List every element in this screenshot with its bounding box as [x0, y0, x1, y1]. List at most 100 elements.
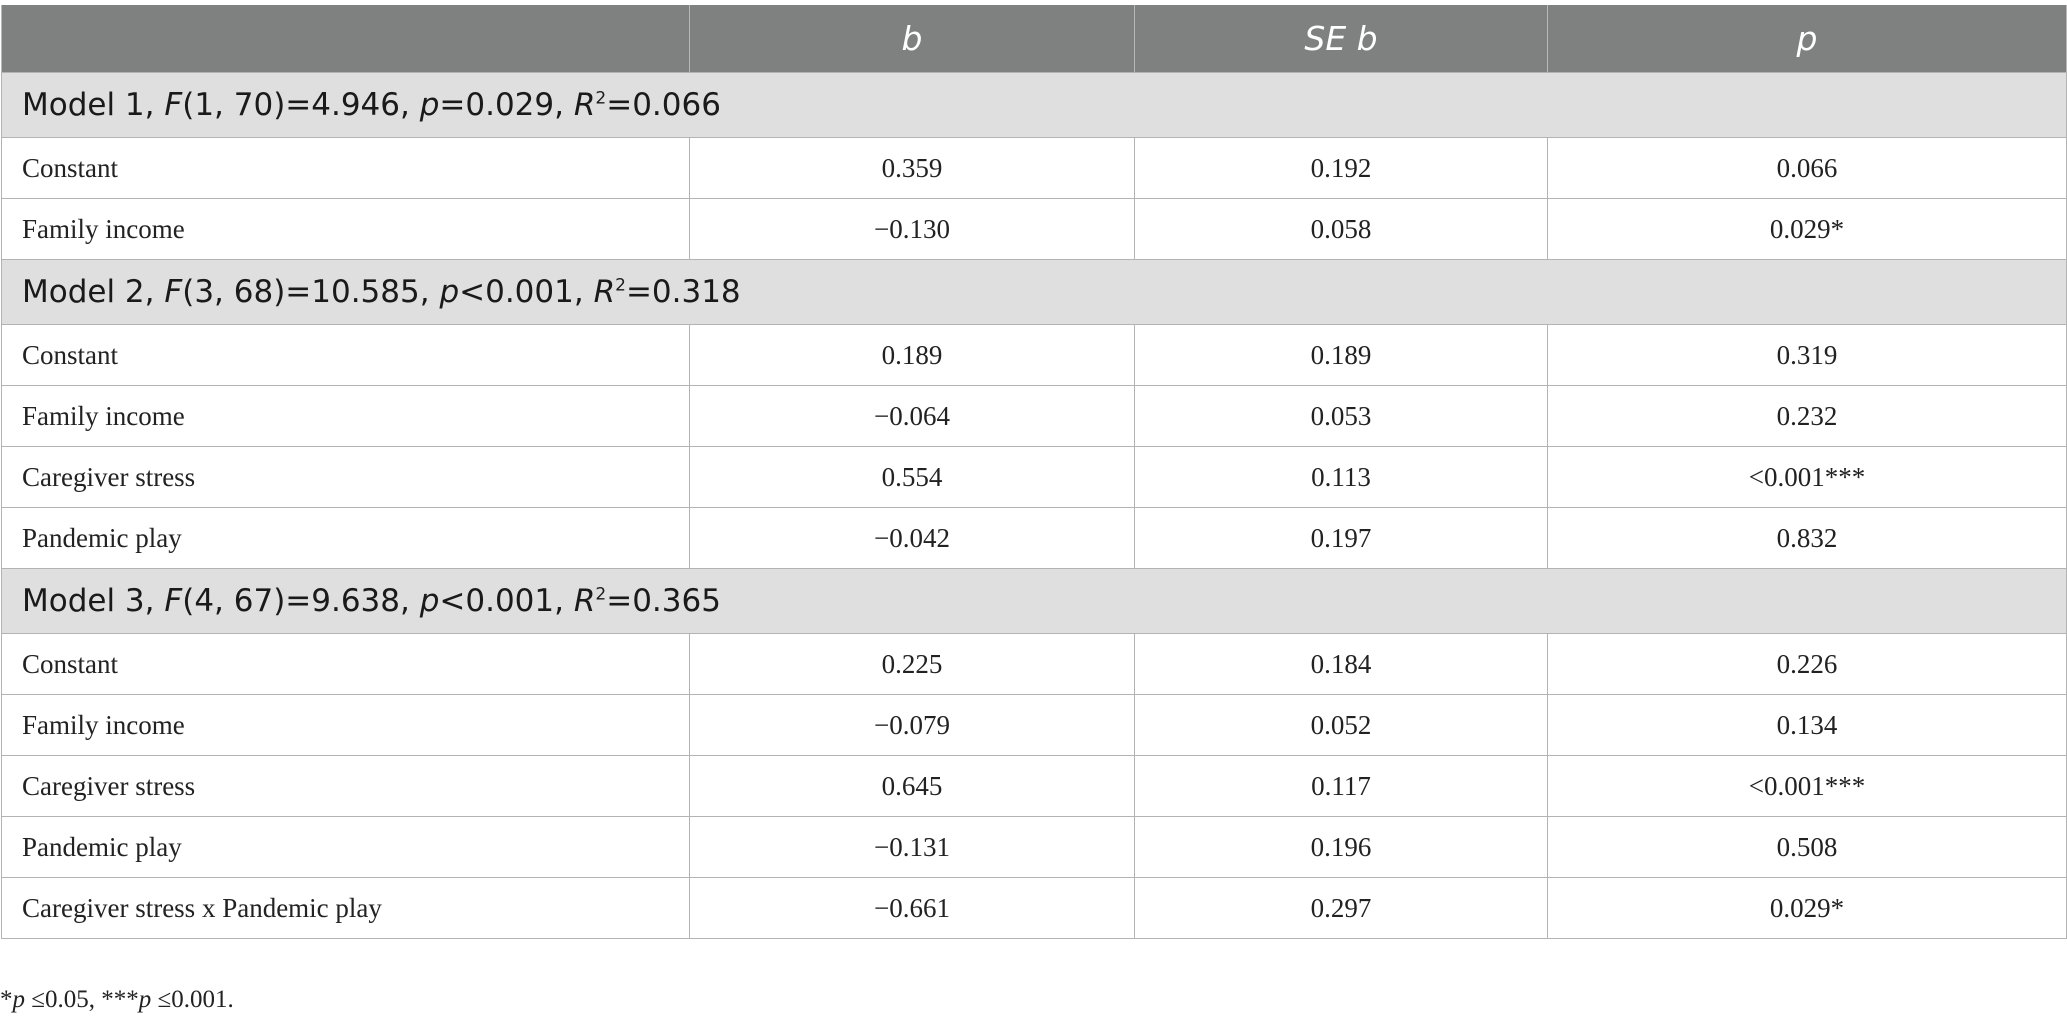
b-value: −0.064: [689, 385, 1135, 447]
p-value: 0.508: [1547, 816, 2067, 878]
p-symbol: p: [439, 274, 460, 310]
table-body: Model 1, F(1, 70)=4.946, p=0.029, R2=0.0…: [1, 72, 2067, 939]
predictor-label: Constant: [1, 633, 690, 695]
table-row: Family income −0.079 0.052 0.134: [1, 694, 2067, 756]
p-value: 0.029*: [1547, 198, 2067, 260]
r-squared: =0.365: [606, 583, 721, 619]
se-value: 0.197: [1134, 507, 1548, 569]
predictor-label: Caregiver stress: [1, 446, 690, 508]
model-2-heading-row: Model 2, F(3, 68)=10.585, p<0.001, R2=0.…: [1, 259, 2067, 325]
r-symbol: R: [573, 87, 596, 123]
f-symbol: F: [164, 583, 183, 619]
p-value: 0.232: [1547, 385, 2067, 447]
p-value: 0.319: [1547, 324, 2067, 386]
header-row: b SE b p: [1, 5, 2067, 73]
p-value: <0.001***: [1547, 755, 2067, 817]
table-row: Constant 0.225 0.184 0.226: [1, 633, 2067, 695]
b-value: −0.661: [689, 877, 1135, 939]
f-statistic: (1, 70)=4.946,: [182, 87, 420, 123]
p-symbol: p: [419, 87, 440, 123]
r-superscript: 2: [595, 584, 607, 605]
predictor-label: Family income: [1, 198, 690, 260]
p-symbol: p: [12, 986, 26, 1013]
model-1-heading: Model 1, F(1, 70)=4.946, p=0.029, R2=0.0…: [1, 72, 2067, 138]
se-value: 0.052: [1134, 694, 1548, 756]
table-row: Family income −0.064 0.053 0.232: [1, 385, 2067, 447]
p-value: 0.832: [1547, 507, 2067, 569]
table-footnote: *p ≤0.05, ***p ≤0.001.: [0, 986, 234, 1014]
header-p: p: [1547, 5, 2067, 73]
se-value: 0.117: [1134, 755, 1548, 817]
f-symbol: F: [164, 274, 183, 310]
predictor-label: Caregiver stress x Pandemic play: [1, 877, 690, 939]
table-row: Constant 0.359 0.192 0.066: [1, 137, 2067, 199]
p-statistic: =0.029,: [439, 87, 574, 123]
f-symbol: F: [164, 87, 183, 123]
se-value: 0.053: [1134, 385, 1548, 447]
predictor-label: Constant: [1, 324, 690, 386]
table-row: Caregiver stress 0.554 0.113 <0.001***: [1, 446, 2067, 508]
predictor-label: Family income: [1, 385, 690, 447]
model-name: Model 3,: [22, 583, 165, 619]
r-symbol: R: [573, 583, 596, 619]
b-value: −0.079: [689, 694, 1135, 756]
b-value: 0.359: [689, 137, 1135, 199]
r-superscript: 2: [595, 88, 607, 109]
model-2-heading: Model 2, F(3, 68)=10.585, p<0.001, R2=0.…: [1, 259, 2067, 325]
predictor-label: Pandemic play: [1, 507, 690, 569]
predictor-label: Family income: [1, 694, 690, 756]
header-predictor: [1, 5, 690, 73]
table-row: Family income −0.130 0.058 0.029*: [1, 198, 2067, 260]
model-name: Model 2,: [22, 274, 165, 310]
p-statistic: <0.001,: [459, 274, 594, 310]
b-value: −0.130: [689, 198, 1135, 260]
se-value: 0.196: [1134, 816, 1548, 878]
f-statistic: (4, 67)=9.638,: [182, 583, 420, 619]
b-value: 0.554: [689, 446, 1135, 508]
p-value: <0.001***: [1547, 446, 2067, 508]
se-value: 0.192: [1134, 137, 1548, 199]
table-row: Caregiver stress 0.645 0.117 <0.001***: [1, 755, 2067, 817]
se-value: 0.297: [1134, 877, 1548, 939]
se-value: 0.058: [1134, 198, 1548, 260]
b-value: −0.131: [689, 816, 1135, 878]
table-row: Caregiver stress x Pandemic play −0.661 …: [1, 877, 2067, 939]
p-value: 0.226: [1547, 633, 2067, 695]
f-statistic: (3, 68)=10.585,: [182, 274, 440, 310]
b-value: 0.225: [689, 633, 1135, 695]
r-superscript: 2: [615, 275, 626, 296]
predictor-label: Pandemic play: [1, 816, 690, 878]
significance-mark: ***: [101, 986, 139, 1013]
header-se-b: SE b: [1134, 5, 1548, 73]
model-1-heading-row: Model 1, F(1, 70)=4.946, p=0.029, R2=0.0…: [1, 72, 2067, 138]
model-name: Model 1,: [22, 87, 165, 123]
predictor-label: Constant: [1, 137, 690, 199]
predictor-label: Caregiver stress: [1, 755, 690, 817]
significance-condition: ≤0.001.: [151, 986, 234, 1013]
b-value: 0.189: [689, 324, 1135, 386]
significance-mark: *: [0, 986, 13, 1013]
se-value: 0.113: [1134, 446, 1548, 508]
regression-table: b SE b p Model 1, F(1, 70)=4.946, p=0.02…: [1, 5, 2067, 939]
p-statistic: <0.001,: [439, 583, 574, 619]
table-row: Pandemic play −0.042 0.197 0.832: [1, 507, 2067, 569]
p-symbol: p: [138, 986, 152, 1013]
p-value: 0.134: [1547, 694, 2067, 756]
r-symbol: R: [593, 274, 616, 310]
significance-condition: ≤0.05,: [25, 986, 102, 1013]
b-value: 0.645: [689, 755, 1135, 817]
p-value: 0.029*: [1547, 877, 2067, 939]
b-value: −0.042: [689, 507, 1135, 569]
p-value: 0.066: [1547, 137, 2067, 199]
r-squared: =0.318: [625, 274, 741, 310]
model-3-heading-row: Model 3, F(4, 67)=9.638, p<0.001, R2=0.3…: [1, 568, 2067, 634]
se-value: 0.184: [1134, 633, 1548, 695]
header-b: b: [689, 5, 1135, 73]
se-value: 0.189: [1134, 324, 1548, 386]
table-header: b SE b p: [1, 5, 2067, 73]
r-squared: =0.066: [606, 87, 721, 123]
p-symbol: p: [419, 583, 440, 619]
model-3-heading: Model 3, F(4, 67)=9.638, p<0.001, R2=0.3…: [1, 568, 2067, 634]
table-row: Constant 0.189 0.189 0.319: [1, 324, 2067, 386]
table-row: Pandemic play −0.131 0.196 0.508: [1, 816, 2067, 878]
